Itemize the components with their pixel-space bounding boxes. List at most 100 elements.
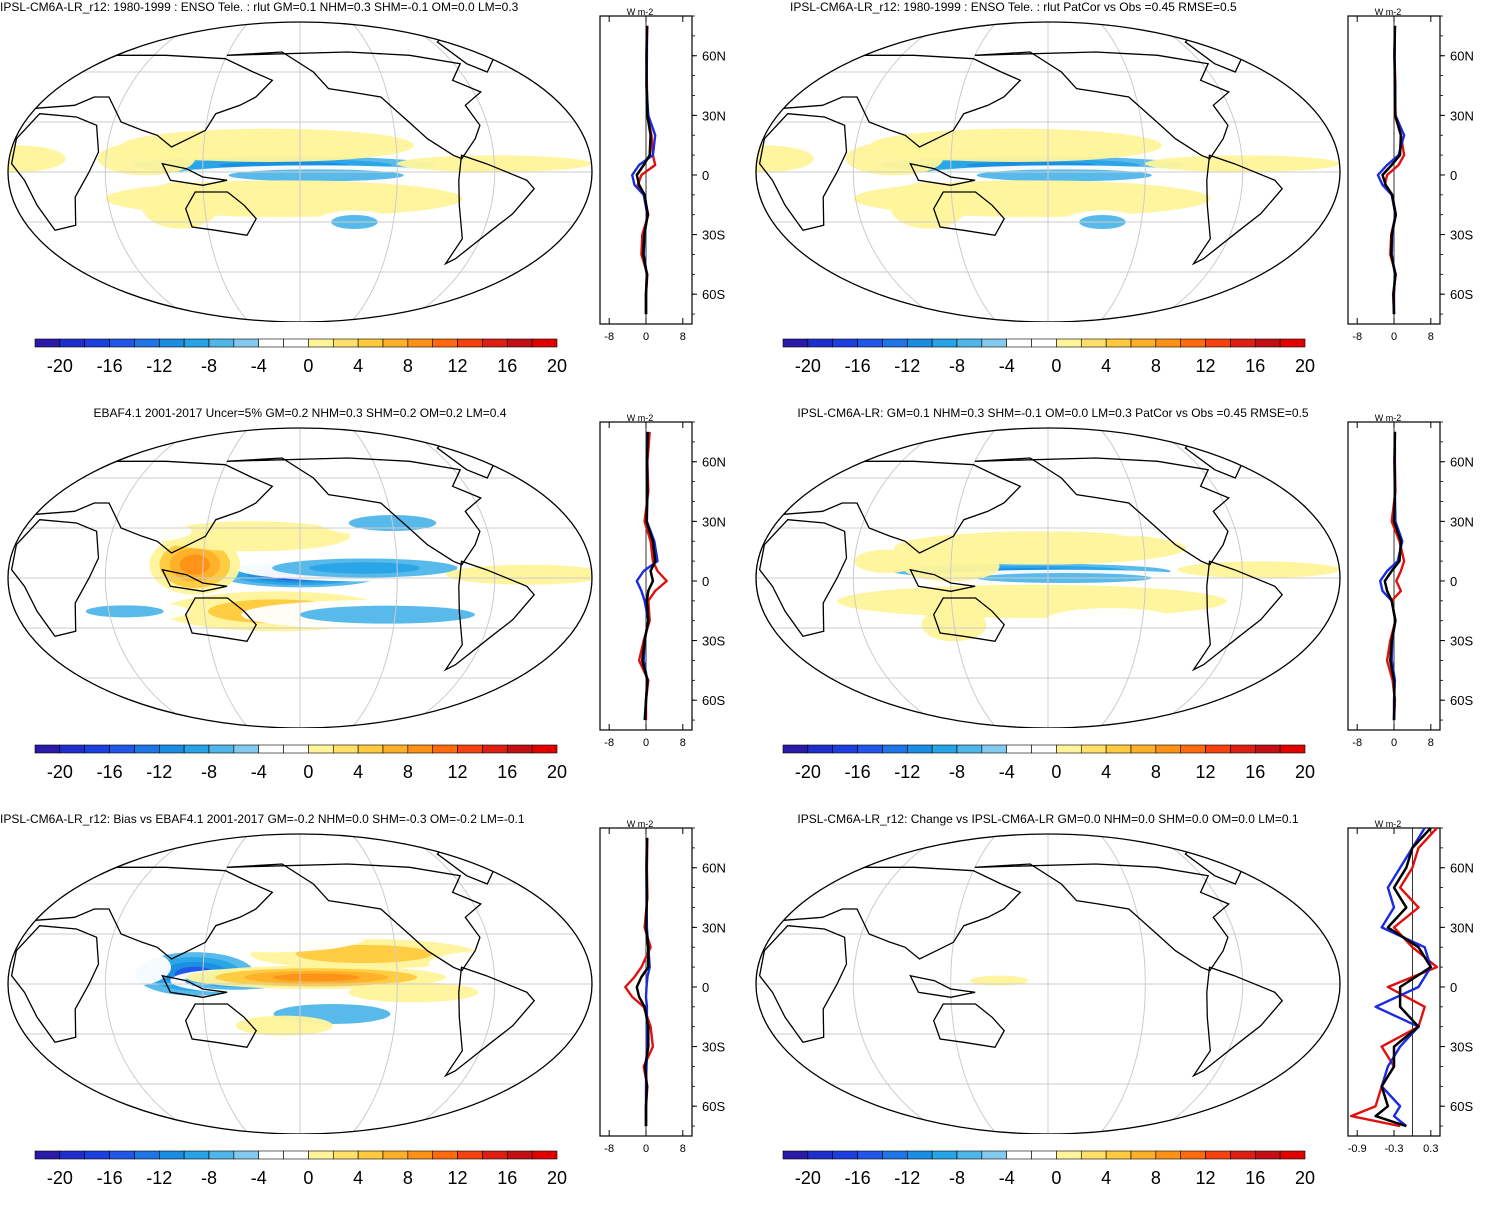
x-tick-label: 8 xyxy=(1428,331,1434,343)
colorbar-tick-label: 0 xyxy=(303,762,313,782)
anomaly-blob xyxy=(889,182,968,229)
colorbar-swatch xyxy=(1180,1150,1206,1160)
colorbar-swatch xyxy=(1254,744,1281,754)
colorbar-swatch xyxy=(506,744,533,754)
colorbar-tick-label: 20 xyxy=(547,1168,567,1188)
colorbar-swatch xyxy=(1105,744,1132,754)
lat-label: 30N xyxy=(1450,108,1474,123)
lat-label: 0 xyxy=(702,574,709,589)
x-tick-label: 0 xyxy=(1391,331,1397,343)
colorbar-tick-label: -4 xyxy=(251,356,267,376)
x-tick-label: -0.3 xyxy=(1385,1143,1404,1155)
colorbar-swatch xyxy=(857,338,883,348)
colorbar-swatch xyxy=(1155,1150,1182,1160)
map xyxy=(755,427,1341,728)
coastline xyxy=(161,162,228,186)
colorbar-swatch xyxy=(1080,338,1107,348)
longitude-line xyxy=(104,22,198,322)
colorbar-swatch xyxy=(1031,338,1057,348)
coastline xyxy=(28,460,274,554)
map xyxy=(755,21,1341,322)
map-frame xyxy=(755,833,1341,1134)
anomaly-blob xyxy=(121,128,414,162)
colorbar-swatch xyxy=(382,338,409,348)
colorbar-swatch xyxy=(956,744,983,754)
colorbar-tick-label: -12 xyxy=(894,1168,920,1188)
colorbar-swatch xyxy=(1080,1150,1107,1160)
colorbar-swatch xyxy=(1031,1150,1057,1160)
coastline xyxy=(1191,154,1284,266)
profile-frame xyxy=(1347,827,1441,1137)
coastline xyxy=(443,154,536,266)
x-tick-label: 8 xyxy=(680,1143,686,1155)
colorbar-tick-label: -20 xyxy=(795,356,821,376)
colorbar-tick-label: 0 xyxy=(303,356,313,376)
longitude-line xyxy=(1150,834,1244,1134)
x-tick-label: -8 xyxy=(604,331,614,343)
colorbar-swatch xyxy=(208,1150,235,1160)
colorbar: -20 -16 -12 -8 -4 0 4 8 12 16 20 xyxy=(782,338,1315,376)
colorbar-swatch xyxy=(109,338,135,348)
anomaly-blob xyxy=(1177,561,1340,578)
anomaly-blob xyxy=(299,605,475,624)
x-tick-label: -8 xyxy=(604,1143,614,1155)
anomaly-blob xyxy=(85,605,164,618)
colorbar-swatch xyxy=(782,1150,809,1160)
x-tick-label: 8 xyxy=(1428,737,1434,749)
colorbar-swatch xyxy=(84,744,110,754)
coastline xyxy=(1191,560,1284,672)
colorbar-tick-label: 20 xyxy=(1295,762,1315,782)
colorbar-tick-label: 12 xyxy=(448,762,468,782)
lat-label: 30S xyxy=(1450,1040,1473,1055)
lat-label: 30S xyxy=(702,634,725,649)
coastline xyxy=(974,51,1231,160)
colorbar-tick-label: 8 xyxy=(1151,356,1161,376)
longitude-line xyxy=(402,22,496,322)
colorbar-tick-label: -16 xyxy=(845,1168,871,1188)
colorbar-tick-label: 4 xyxy=(1101,762,1111,782)
colorbar-tick-label: 4 xyxy=(353,1168,363,1188)
colorbar-swatch xyxy=(1279,1150,1306,1160)
panel-title: IPSL-CM6A-LR: GM=0.1 NHM=0.3 SHM=-0.1 OM… xyxy=(797,406,1309,420)
colorbar: -20 -16 -12 -8 -4 0 4 8 12 16 20 xyxy=(782,1150,1315,1188)
colorbar-tick-label: -16 xyxy=(97,356,123,376)
series-obs xyxy=(1374,827,1432,1128)
colorbar-swatch xyxy=(1130,1150,1157,1160)
map-frame xyxy=(755,21,1341,322)
colorbar-swatch xyxy=(857,744,883,754)
coastline xyxy=(161,974,228,998)
colorbar-tick-label: -12 xyxy=(146,762,172,782)
lat-label: 60N xyxy=(702,49,726,64)
colorbar-tick-label: 16 xyxy=(1245,762,1265,782)
coastline xyxy=(1191,966,1284,1078)
x-tick-label: 0 xyxy=(643,737,649,749)
series-mean xyxy=(1381,25,1403,315)
longitude-line xyxy=(1099,428,1146,728)
coastline xyxy=(28,866,274,960)
colorbar-tick-label: 12 xyxy=(448,356,468,376)
colorbar-swatch xyxy=(332,744,359,754)
panel-6: IPSL-CM6A-LR_r12: Change vs IPSL-CM6A-LR… xyxy=(748,812,1485,1207)
colorbar-swatch xyxy=(531,338,558,348)
colorbar-swatch xyxy=(308,338,334,348)
colorbar-tick-label: 16 xyxy=(497,762,517,782)
x-tick-label: 0 xyxy=(1391,737,1397,749)
colorbar-swatch xyxy=(1031,744,1057,754)
panel-2: IPSL-CM6A-LR_r12: 1980-1999 : ENSO Tele.… xyxy=(748,0,1485,395)
unit-label: W m-2 xyxy=(627,820,654,829)
lat-label: 30S xyxy=(702,1040,725,1055)
coastline xyxy=(758,113,848,232)
colorbar-swatch xyxy=(832,338,858,348)
colorbar-swatch xyxy=(506,1150,533,1160)
longitude-line xyxy=(202,834,249,1134)
longitude-line xyxy=(852,834,946,1134)
longitude-line xyxy=(351,834,398,1134)
map xyxy=(7,21,593,322)
longitude-line xyxy=(1150,22,1244,322)
colorbar-tick-label: 20 xyxy=(1295,1168,1315,1188)
colorbar-swatch xyxy=(1056,1150,1082,1160)
colorbar-swatch xyxy=(1056,338,1082,348)
colorbar-tick-label: 12 xyxy=(1196,356,1216,376)
colorbar-swatch xyxy=(906,744,933,754)
colorbar-swatch xyxy=(1205,1150,1231,1160)
